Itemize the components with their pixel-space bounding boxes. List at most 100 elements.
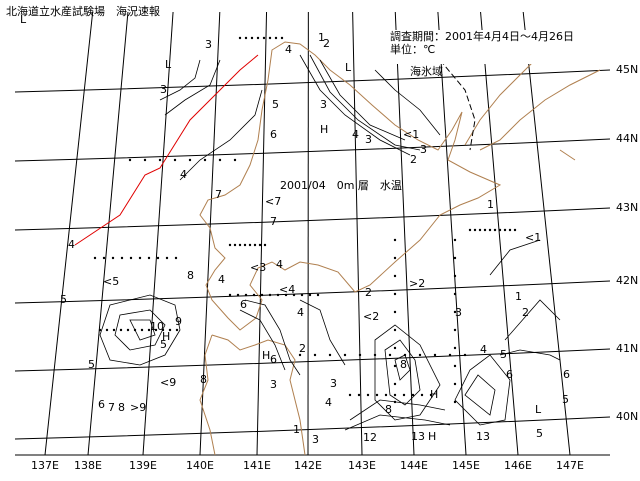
contour-label: 7	[215, 188, 222, 201]
parallel	[14, 69, 611, 93]
meridian	[142, 11, 174, 456]
info-box	[385, 30, 585, 64]
meridian	[87, 11, 129, 456]
contour-label: 1	[293, 423, 300, 436]
station-dot	[126, 328, 130, 332]
station-dot	[93, 256, 97, 260]
lon-label: 140E	[186, 459, 214, 472]
station-dot	[393, 346, 397, 350]
station-dot	[158, 158, 162, 162]
contour-label: 3	[365, 133, 372, 146]
station-dot	[128, 158, 132, 162]
lon-label: 145E	[452, 459, 480, 472]
contour-label: >9	[130, 401, 146, 414]
station-dot	[120, 256, 124, 260]
contour-label: 3	[420, 143, 427, 156]
contour-label: 3	[205, 38, 212, 51]
station-dot	[328, 353, 332, 357]
meridian	[480, 11, 519, 456]
contour-label: 3	[320, 98, 327, 111]
contour-label: 3	[455, 306, 462, 319]
station-dot	[253, 243, 257, 247]
station-dot	[298, 353, 302, 357]
station-dot	[268, 293, 272, 297]
station-dot	[133, 328, 137, 332]
contour-label: 6	[563, 368, 570, 381]
contour-label: 4	[276, 258, 283, 271]
contour-label: <1	[403, 128, 419, 141]
station-dot	[453, 274, 457, 278]
station-dot	[143, 158, 147, 162]
station-dot	[280, 36, 284, 40]
contour-label: 4	[325, 396, 332, 409]
station-dot	[140, 328, 144, 332]
station-dot	[258, 243, 262, 247]
lat-label: 42N	[616, 274, 638, 287]
station-dot	[308, 293, 312, 297]
station-dot	[348, 393, 352, 397]
contour-label: 3	[330, 377, 337, 390]
station-dot	[393, 310, 397, 314]
station-dot	[173, 158, 177, 162]
contour-label: <9	[160, 376, 176, 389]
lon-label: 142E	[294, 459, 322, 472]
ice-area-line	[439, 59, 476, 151]
lon-label: 143E	[348, 459, 376, 472]
contour-label: L	[165, 58, 172, 71]
station-dot	[393, 328, 397, 332]
lat-label: 45N	[616, 63, 638, 76]
contour-label: H	[262, 349, 270, 362]
station-dot	[498, 228, 502, 232]
station-dot	[453, 382, 457, 386]
contour-label: 13	[476, 430, 490, 443]
graticule	[14, 11, 611, 456]
contour-label: 6	[270, 353, 277, 366]
lon-label: 141E	[243, 459, 271, 472]
station-dot	[393, 364, 397, 368]
contour-label: 7	[108, 401, 115, 414]
contour-label: 4	[285, 43, 292, 56]
station-dot	[268, 36, 272, 40]
contour-label: <7	[265, 195, 281, 208]
contour-label: <1	[525, 231, 541, 244]
station-dot	[420, 393, 424, 397]
station-dot	[248, 243, 252, 247]
station-dot	[300, 293, 304, 297]
contour-label: 4	[480, 343, 487, 356]
contour-label: 5	[562, 393, 569, 406]
lon-label: 138E	[74, 459, 102, 472]
station-dot	[260, 293, 264, 297]
station-dot	[228, 293, 232, 297]
station-dot	[262, 36, 266, 40]
station-dot	[393, 256, 397, 260]
meridian	[522, 11, 571, 456]
contour-label: L	[345, 61, 352, 74]
station-dot	[393, 382, 397, 386]
contour-label: 4	[218, 273, 225, 286]
contour-label: H	[320, 123, 328, 136]
station-dot	[243, 243, 247, 247]
station-dot	[313, 353, 317, 357]
contour-label: 2	[522, 306, 529, 319]
station-dot	[252, 293, 256, 297]
contour-label: 4	[68, 238, 75, 251]
station-dot	[373, 353, 377, 357]
station-dot	[236, 293, 240, 297]
contour-label: 4	[352, 128, 359, 141]
contour-label: H	[430, 388, 438, 401]
station-dot	[493, 228, 497, 232]
parallel	[14, 207, 611, 231]
station-dot	[473, 228, 477, 232]
survey-period: 調査期間：2001年4月4日～4月26日	[390, 29, 574, 43]
station-dot	[453, 238, 457, 242]
contour-label: 3	[270, 378, 277, 391]
parallel	[14, 138, 611, 162]
coastline-kurils	[464, 54, 601, 161]
contour-label: 8	[118, 401, 125, 414]
station-dot	[316, 293, 320, 297]
contour-label: 8	[187, 269, 194, 282]
station-dot	[165, 256, 169, 260]
station-dot	[292, 293, 296, 297]
contour-label: 8	[200, 373, 207, 386]
station-dot	[366, 393, 370, 397]
